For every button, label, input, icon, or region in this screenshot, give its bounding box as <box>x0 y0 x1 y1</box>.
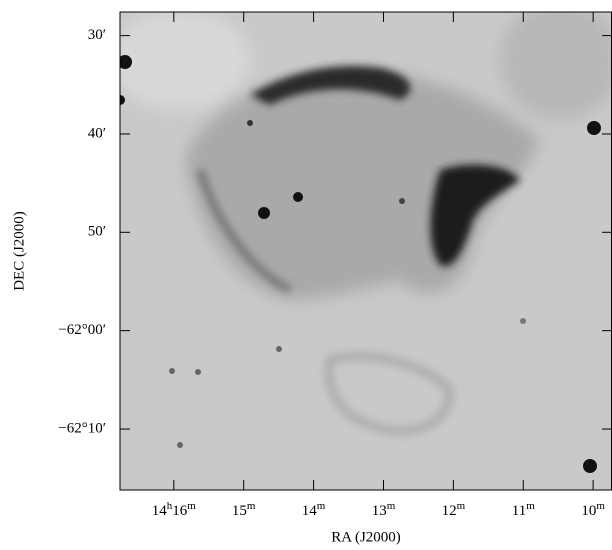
sky-image <box>110 0 612 490</box>
x-tick-label: 12m <box>442 500 466 520</box>
y-tick-label: 30′ <box>88 27 106 43</box>
x-tick-label: 11m <box>512 500 535 520</box>
chart: RA (J2000) DEC (J2000) 14h16m 15m 14m 13m 12… <box>0 0 612 550</box>
x-tick-label: 14h16m <box>152 500 197 520</box>
x-tick-label: 15m <box>232 500 256 520</box>
y-tick-label: 50′ <box>88 224 106 240</box>
x-tick-label: 13m <box>372 500 396 520</box>
x-tick-label: 14m <box>302 500 326 520</box>
y-tick-label: −62°00′ <box>58 322 106 338</box>
x-axis-label: RA (J2000) <box>331 529 401 545</box>
y-tick-label: 40′ <box>88 125 106 141</box>
x-tick-label: 10m <box>581 500 605 520</box>
y-tick-label: −62°10′ <box>58 420 106 436</box>
y-axis-label: DEC (J2000) <box>11 211 27 291</box>
